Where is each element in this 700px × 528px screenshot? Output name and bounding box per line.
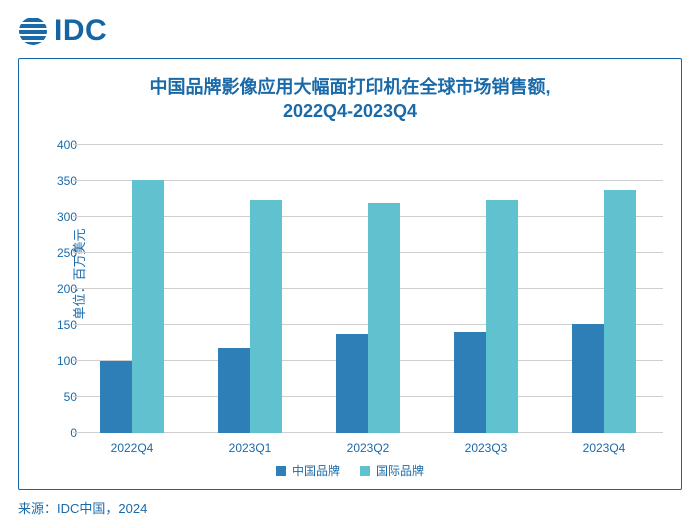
- idc-globe-icon: [18, 16, 48, 46]
- chart-card: 中国品牌影像应用大幅面打印机在全球市场销售额, 2022Q4-2023Q4 单位…: [18, 58, 682, 490]
- x-tick-label: 2023Q1: [229, 441, 272, 455]
- bar: [100, 361, 132, 433]
- x-tick-label: 2023Q2: [347, 441, 390, 455]
- x-tick-label: 2023Q3: [465, 441, 508, 455]
- legend-swatch: [360, 466, 370, 476]
- chart-title: 中国品牌影像应用大幅面打印机在全球市场销售额, 2022Q4-2023Q4: [33, 75, 667, 124]
- bars-layer: 2022Q42023Q12023Q22023Q32023Q4: [73, 145, 663, 433]
- legend: 中国品牌 国际品牌: [19, 462, 681, 479]
- chart-title-line2: 2022Q4-2023Q4: [283, 101, 417, 121]
- bar-group: 2022Q4: [73, 145, 191, 433]
- bar: [572, 324, 604, 433]
- legend-label: 中国品牌: [292, 462, 340, 479]
- legend-item: 中国品牌: [276, 462, 340, 479]
- bar: [132, 180, 164, 433]
- source-label: 来源：IDC中国，2024: [18, 498, 682, 517]
- bar: [250, 200, 282, 433]
- legend-label: 国际品牌: [376, 462, 424, 479]
- bar-group: 2023Q4: [545, 145, 663, 433]
- legend-item: 国际品牌: [360, 462, 424, 479]
- bar: [486, 200, 518, 433]
- legend-swatch: [276, 466, 286, 476]
- bar-group: 2023Q3: [427, 145, 545, 433]
- bar-group: 2023Q2: [309, 145, 427, 433]
- logo-text: IDC: [54, 14, 107, 48]
- page-frame: IDC 中国品牌影像应用大幅面打印机在全球市场销售额, 2022Q4-2023Q…: [0, 0, 700, 528]
- bar: [454, 332, 486, 433]
- chart-title-line1: 中国品牌影像应用大幅面打印机在全球市场销售额,: [150, 77, 551, 97]
- bar-group: 2023Q1: [191, 145, 309, 433]
- bar: [604, 190, 636, 433]
- logo: IDC: [18, 14, 682, 48]
- plot-area: 2022Q42023Q12023Q22023Q32023Q4: [73, 145, 663, 433]
- bar: [368, 203, 400, 433]
- bar: [218, 348, 250, 433]
- x-tick-label: 2023Q4: [583, 441, 626, 455]
- x-tick-label: 2022Q4: [111, 441, 154, 455]
- bar: [336, 334, 368, 433]
